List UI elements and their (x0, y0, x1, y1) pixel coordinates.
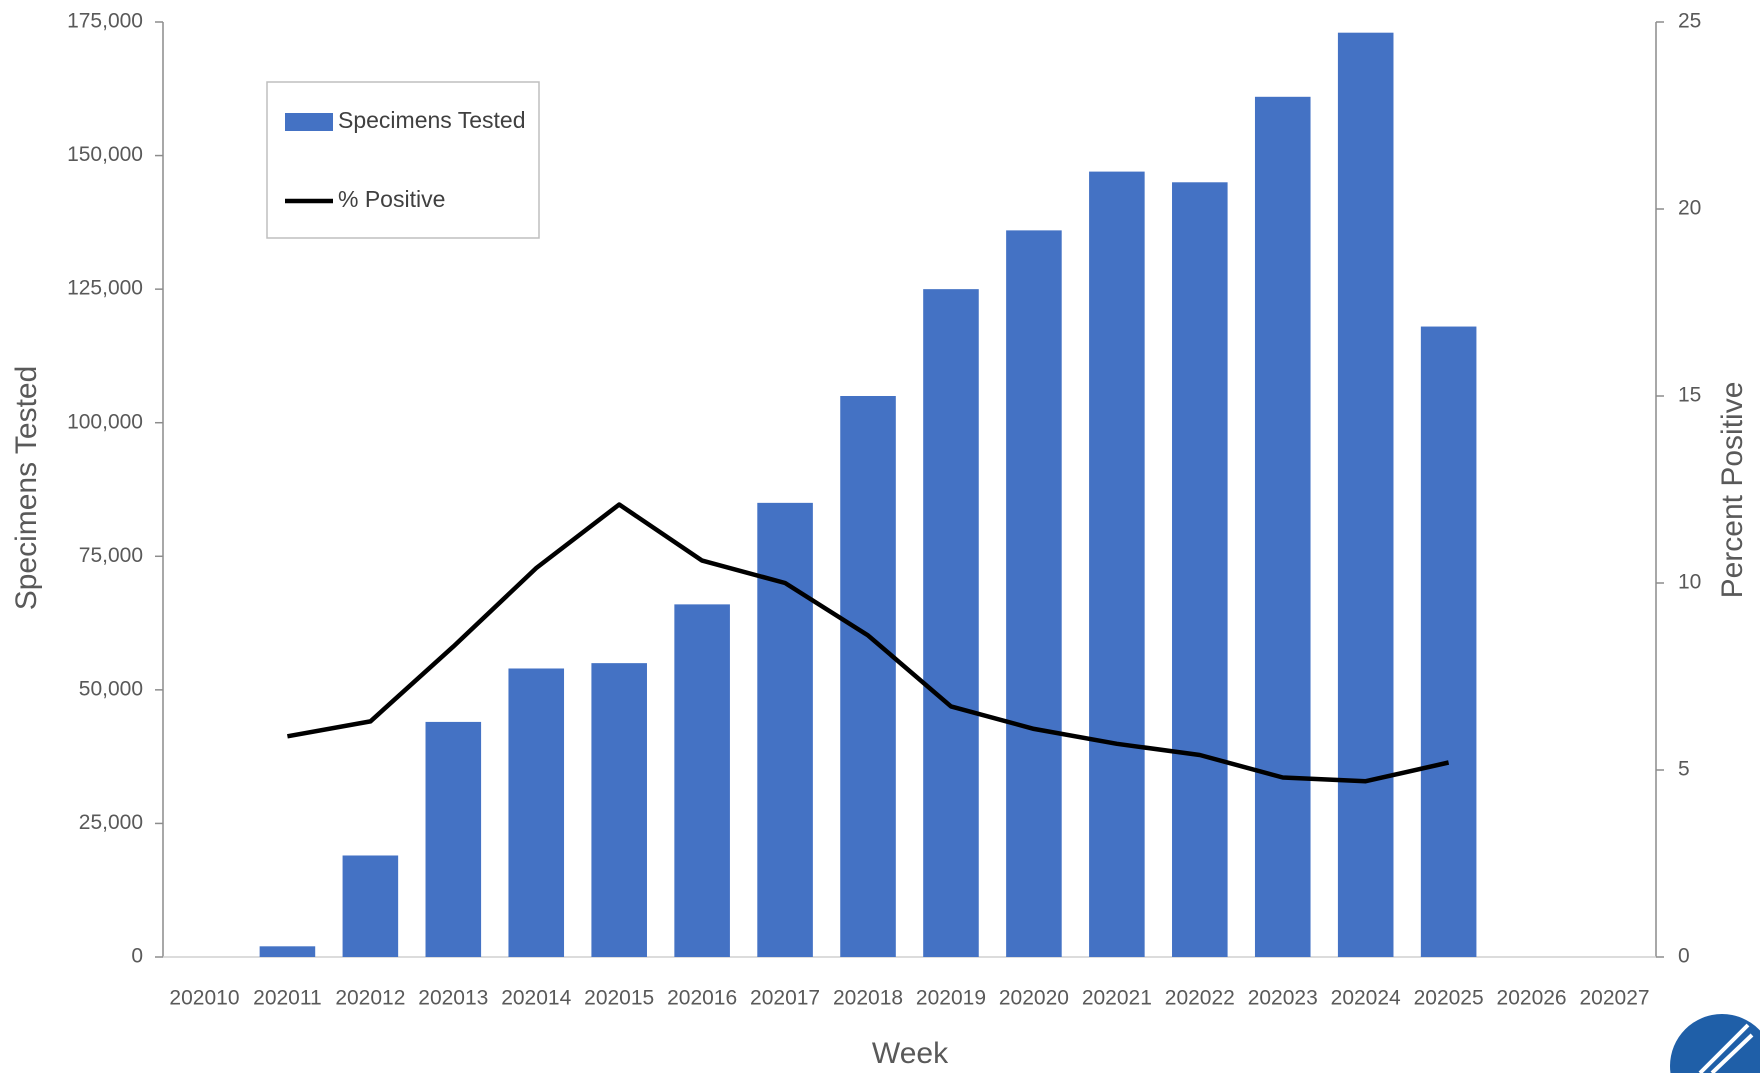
x-tick-label: 202025 (1414, 987, 1484, 1010)
bar (1254, 96, 1311, 958)
bar (591, 663, 647, 957)
x-tick-label: 202012 (335, 987, 405, 1010)
x-tick-label: 202010 (169, 987, 239, 1010)
x-tick-label: 202024 (1331, 987, 1401, 1010)
x-tick-label: 202020 (999, 987, 1069, 1010)
y-tick-label: 75,000 (79, 544, 143, 567)
x-tick-label: 202019 (916, 987, 986, 1010)
y-tick-label: 50,000 (79, 677, 143, 700)
bar (425, 721, 482, 957)
x-tick-label: 202013 (418, 987, 488, 1010)
y-tick-label: 25,000 (79, 811, 143, 834)
x-tick-label: 202018 (833, 987, 903, 1010)
legend-label: Specimens Tested (338, 107, 526, 133)
legend-box (266, 81, 540, 239)
x-tick-label: 202015 (584, 987, 654, 1010)
y-axis-title: Specimens Tested (10, 366, 43, 611)
x-tick-label: 202027 (1579, 987, 1649, 1010)
legend-swatch (285, 113, 333, 131)
bar (923, 289, 979, 958)
x-axis-title: Week (872, 1037, 949, 1070)
bar (1420, 326, 1477, 957)
y-tick-label: 100,000 (67, 410, 143, 433)
x-tick-label: 202016 (667, 987, 737, 1010)
y2-tick-label: 25 (1678, 10, 1701, 33)
y-tick-label: 150,000 (67, 143, 143, 166)
y2-tick-label: 20 (1678, 197, 1701, 220)
bar (840, 396, 896, 957)
y2-tick-label: 5 (1678, 758, 1690, 781)
x-tick-label: 202023 (1248, 987, 1318, 1010)
x-tick-label: 202022 (1165, 987, 1235, 1010)
x-tick-label: 202021 (1082, 987, 1152, 1010)
bar (259, 946, 316, 957)
line (287, 502, 1450, 784)
y-tick-label: 175,000 (67, 10, 143, 33)
x-tick-label: 202014 (501, 987, 571, 1010)
x-tick-label: 202017 (750, 987, 820, 1010)
bar (1172, 182, 1228, 958)
bar (1089, 171, 1145, 958)
bar (757, 502, 813, 957)
y2-tick-label: 15 (1678, 384, 1701, 407)
y2-tick-label: 10 (1678, 571, 1701, 594)
y-tick-label: 125,000 (67, 277, 143, 300)
bar (508, 668, 565, 957)
bar (1006, 230, 1062, 957)
bar (342, 855, 399, 957)
bar (674, 604, 730, 957)
logo (1670, 1014, 1760, 1073)
y-tick-label: 0 (131, 945, 143, 968)
y2-axis-title: Percent Positive (1716, 382, 1749, 599)
bar (1337, 32, 1394, 957)
x-tick-label: 202026 (1497, 987, 1567, 1010)
legend-label: % Positive (338, 186, 445, 212)
x-tick-label: 202011 (253, 987, 322, 1010)
y2-tick-label: 0 (1678, 945, 1690, 968)
